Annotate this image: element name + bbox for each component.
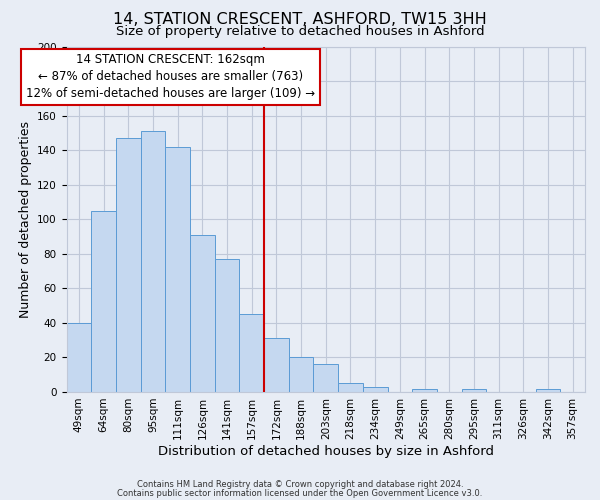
Y-axis label: Number of detached properties: Number of detached properties <box>19 120 32 318</box>
Text: 14 STATION CRESCENT: 162sqm
← 87% of detached houses are smaller (763)
12% of se: 14 STATION CRESCENT: 162sqm ← 87% of det… <box>26 54 315 100</box>
Bar <box>363 387 388 392</box>
Bar <box>239 314 264 392</box>
Bar <box>264 338 289 392</box>
Bar <box>166 146 190 392</box>
Text: Contains public sector information licensed under the Open Government Licence v3: Contains public sector information licen… <box>118 488 482 498</box>
Bar <box>215 259 239 392</box>
Bar <box>536 388 560 392</box>
Bar <box>67 323 91 392</box>
Bar <box>190 235 215 392</box>
Bar <box>313 364 338 392</box>
Bar <box>461 388 486 392</box>
Bar <box>91 210 116 392</box>
X-axis label: Distribution of detached houses by size in Ashford: Distribution of detached houses by size … <box>158 444 494 458</box>
Text: Size of property relative to detached houses in Ashford: Size of property relative to detached ho… <box>116 25 484 38</box>
Bar <box>338 384 363 392</box>
Bar <box>116 138 140 392</box>
Text: Contains HM Land Registry data © Crown copyright and database right 2024.: Contains HM Land Registry data © Crown c… <box>137 480 463 489</box>
Bar <box>289 358 313 392</box>
Text: 14, STATION CRESCENT, ASHFORD, TW15 3HH: 14, STATION CRESCENT, ASHFORD, TW15 3HH <box>113 12 487 28</box>
Bar <box>412 388 437 392</box>
Bar <box>140 131 166 392</box>
